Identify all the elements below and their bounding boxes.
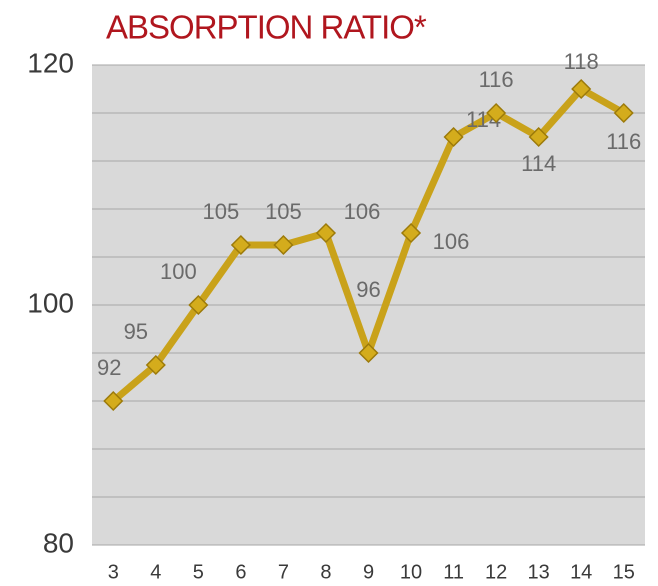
x-tick-label: 8 bbox=[320, 561, 331, 583]
x-tick-label: 13 bbox=[528, 561, 550, 583]
value-label: 92 bbox=[97, 355, 121, 380]
y-tick-label: 120 bbox=[27, 47, 74, 78]
marker bbox=[443, 126, 464, 148]
value-label: 95 bbox=[124, 319, 148, 344]
marker bbox=[571, 78, 592, 100]
value-label: 105 bbox=[265, 199, 302, 224]
x-tick-label: 4 bbox=[150, 561, 161, 583]
value-label: 106 bbox=[344, 199, 381, 224]
marker bbox=[230, 234, 251, 256]
y-tick-label: 80 bbox=[43, 527, 74, 558]
marker bbox=[103, 390, 124, 412]
value-label: 116 bbox=[479, 67, 514, 92]
value-label: 105 bbox=[203, 199, 240, 224]
x-tick-label: 10 bbox=[400, 561, 422, 583]
marker bbox=[613, 102, 634, 124]
x-tick-label: 9 bbox=[363, 561, 374, 583]
x-tick-label: 3 bbox=[108, 561, 119, 583]
marker bbox=[188, 294, 209, 316]
marker bbox=[315, 222, 337, 244]
value-label: 100 bbox=[160, 259, 197, 284]
value-label: 106 bbox=[433, 229, 470, 254]
x-tick-label: 15 bbox=[613, 561, 635, 583]
marker bbox=[486, 102, 507, 124]
value-label: 96 bbox=[356, 277, 380, 302]
value-label: 116 bbox=[606, 129, 641, 154]
marker bbox=[528, 126, 549, 148]
marker bbox=[273, 234, 294, 256]
x-tick-label: 6 bbox=[235, 561, 246, 583]
marker bbox=[145, 354, 166, 376]
marker bbox=[400, 222, 422, 244]
x-tick-label: 12 bbox=[485, 561, 507, 583]
x-tick-label: 14 bbox=[570, 561, 592, 583]
marker bbox=[358, 342, 379, 364]
value-label: 118 bbox=[564, 49, 599, 74]
chart-title: ABSORPTION RATIO* bbox=[106, 9, 427, 46]
x-tick-label: 7 bbox=[278, 561, 289, 583]
y-tick-label: 100 bbox=[27, 287, 74, 318]
value-label: 114 bbox=[521, 151, 556, 176]
x-tick-label: 11 bbox=[443, 561, 464, 583]
x-tick-label: 5 bbox=[193, 561, 204, 583]
